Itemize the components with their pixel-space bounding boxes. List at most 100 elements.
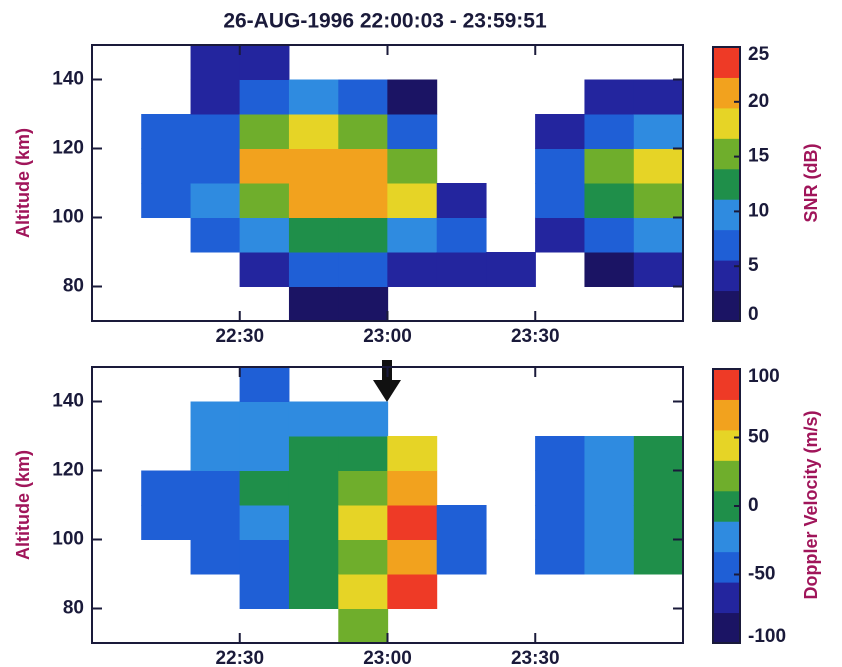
x-tick-label: 23:30 <box>511 648 560 667</box>
heatmap-cell <box>535 470 585 506</box>
heatmap-cell <box>239 367 290 402</box>
heatmap-cell <box>338 286 389 322</box>
heatmap-cell <box>288 470 339 506</box>
heatmap-cell <box>584 114 635 149</box>
colorbar-tick-label: 0 <box>748 304 759 325</box>
colorbar-tick-label: 0 <box>748 495 759 516</box>
heatmap-cell <box>387 148 438 184</box>
y-tick-label: 80 <box>63 276 84 297</box>
heatmap-cell <box>584 436 635 471</box>
heatmap-cell <box>584 183 635 218</box>
heatmap-cell <box>436 183 487 218</box>
x-tick-label: 22:30 <box>215 326 264 347</box>
heatmap-cell <box>239 183 290 218</box>
heatmap-cell <box>633 252 684 287</box>
colorbar-band <box>713 168 740 200</box>
heatmap-cell <box>387 436 438 471</box>
heatmap-cell <box>288 79 339 115</box>
heatmap-cell <box>436 252 487 287</box>
heatmap-cell <box>387 114 438 149</box>
heatmap-cell <box>190 148 241 184</box>
colorbar-tick-label: 5 <box>748 255 759 276</box>
colorbar-band <box>713 460 740 492</box>
colorbar-tick-label: -100 <box>748 626 786 647</box>
colorbar-band <box>713 199 740 231</box>
heatmap-cell <box>239 436 290 471</box>
heatmap-cell <box>338 574 389 609</box>
colorbar-band <box>713 429 740 461</box>
heatmap-cell <box>584 470 635 506</box>
heatmap-cell <box>633 539 684 575</box>
heatmap-cell <box>535 436 585 471</box>
heatmap-cell <box>387 183 438 218</box>
colorbar-tick-label: 50 <box>748 427 769 448</box>
heatmap-cell <box>288 286 339 322</box>
colorbar-band <box>713 290 740 322</box>
heatmap-cell <box>190 79 241 115</box>
heatmap-cell <box>288 505 339 540</box>
x-tick-label: 22:30 <box>215 648 264 667</box>
heatmap-cell <box>633 79 684 115</box>
heatmap-cell <box>584 505 635 540</box>
colorbar-band <box>713 47 740 78</box>
heatmap-cell <box>535 114 585 149</box>
heatmap-cell <box>288 114 339 149</box>
heatmap-cell <box>141 470 192 506</box>
heatmap-cell <box>190 539 241 575</box>
heatmap-cell <box>239 505 290 540</box>
colorbar-band <box>713 138 740 170</box>
colorbar-band <box>713 229 740 261</box>
heatmap-cell <box>338 470 389 506</box>
heatmap-cell <box>338 505 389 540</box>
heatmap-cell <box>190 470 241 506</box>
heatmap-cell <box>633 148 684 184</box>
heatmap-cell <box>239 79 290 115</box>
heatmap-cell <box>141 505 192 540</box>
heatmap-cell <box>338 252 389 287</box>
colorbar-band <box>713 369 740 400</box>
heatmap-cell <box>239 217 290 253</box>
y-tick-label: 120 <box>52 460 84 481</box>
colorbar-band <box>713 107 740 139</box>
heatmap-cell <box>239 539 290 575</box>
heatmap-cell <box>190 401 241 437</box>
heatmap-cell <box>633 183 684 218</box>
heatmap-cell <box>633 217 684 253</box>
heatmap-cell <box>387 470 438 506</box>
heatmap-cell <box>436 539 487 575</box>
colorbar-band <box>713 582 740 614</box>
heatmap-cell <box>239 401 290 437</box>
heatmap-cell <box>288 148 339 184</box>
heatmap-cell <box>387 539 438 575</box>
colorbar-band <box>713 612 740 644</box>
colorbar-band <box>713 77 740 109</box>
heatmap-cell <box>338 539 389 575</box>
heatmap-cell <box>288 252 339 287</box>
colorbar-band <box>713 551 740 583</box>
heatmap-cell <box>633 436 684 471</box>
heatmap-cell <box>436 217 487 253</box>
heatmap-cell <box>239 114 290 149</box>
heatmap-cell <box>535 505 585 540</box>
colorbar-tick-label: -50 <box>748 564 775 585</box>
chart-title: 26-AUG-1996 22:00:03 - 23:59:51 <box>223 10 547 33</box>
heatmap-cell <box>141 114 192 149</box>
heatmap-cell <box>338 114 389 149</box>
colorbar-band <box>713 399 740 431</box>
heatmap-cell <box>387 574 438 609</box>
heatmap-cell <box>535 217 585 253</box>
heatmap-cell <box>190 505 241 540</box>
y-tick-label: 100 <box>52 207 84 228</box>
heatmap-cell <box>338 436 389 471</box>
y-axis-label: Altitude (km) <box>13 450 33 560</box>
colorbar-tick-label: 10 <box>748 200 769 221</box>
heatmap-cell <box>387 79 438 115</box>
heatmap-cell <box>535 148 585 184</box>
heatmap-cell <box>288 183 339 218</box>
heatmap-cell <box>387 505 438 540</box>
heatmap-cell <box>288 217 339 253</box>
colorbar-label: SNR (dB) <box>801 144 821 223</box>
heatmap-cell <box>288 401 339 437</box>
y-tick-label: 140 <box>52 391 84 412</box>
